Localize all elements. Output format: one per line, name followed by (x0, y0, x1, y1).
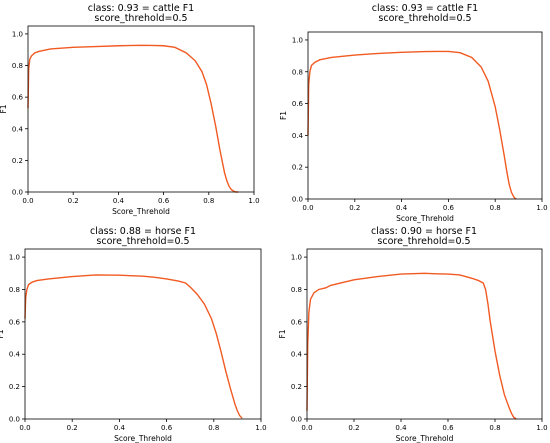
y-tick-label: 0.6 (291, 318, 303, 326)
x-tick-label: 1.0 (255, 424, 266, 432)
y-axis-label: F1 (0, 104, 8, 113)
subplot-bottom-right: class: 0.90 = horse F1 score_threhold=0.… (278, 226, 548, 443)
y-tick-label: 1.0 (9, 254, 20, 262)
x-axis-label: Score_Threhold (112, 207, 170, 216)
plot-frame (306, 248, 543, 420)
chart-subtitle: score_threhold=0.5 (378, 13, 471, 24)
x-tick-label: 0.8 (490, 204, 501, 212)
x-tick-label: 0.6 (158, 197, 170, 205)
x-axis-label: Score_Threhold (114, 434, 172, 443)
axis-ticks: 0.0 0.2 0.4 0.6 0.8 1.0 0.0 0.2 0.4 0.6 0.8 1.0 (9, 254, 267, 432)
axis-ticks: 0.0 0.2 0.4 0.6 0.8 1.0 0.0 0.2 0.4 0.6 0.8 1.0 (292, 36, 548, 212)
f1-curve (306, 272, 517, 420)
x-axis-label: Score_Threhold (396, 214, 454, 223)
x-tick-label: 0.2 (349, 204, 360, 212)
y-tick-label: 0.0 (9, 416, 20, 424)
chart-subtitle: score_threhold=0.5 (94, 13, 187, 24)
x-tick-label: 0.0 (22, 197, 33, 205)
y-tick-label: 0.2 (292, 164, 303, 172)
plot-frame (27, 25, 255, 193)
y-axis-label: F1 (0, 329, 5, 338)
x-axis-label: Score_Threhold (396, 434, 454, 443)
y-tick-label: 0.8 (291, 286, 302, 294)
y-tick-label: 0.2 (291, 383, 302, 391)
x-tick-label: 0.2 (67, 424, 78, 432)
subplot-bottom-left: class: 0.88 = horse F1 score_threhold=0.… (0, 226, 267, 443)
x-tick-label: 0.8 (208, 424, 219, 432)
y-tick-label: 0.8 (12, 62, 23, 70)
x-tick-label: 0.8 (203, 197, 214, 205)
x-tick-label: 1.0 (536, 424, 547, 432)
subplot-top-left: class: 0.93 = cattle F1 score_threhold=0… (0, 3, 260, 216)
f1-curve (27, 44, 239, 193)
y-tick-label: 0.6 (12, 94, 24, 102)
y-tick-label: 0.8 (292, 68, 303, 76)
y-axis-label: F1 (278, 329, 287, 338)
x-tick-label: 0.4 (395, 424, 407, 432)
plot-frame (307, 31, 543, 200)
x-tick-label: 0.6 (443, 204, 455, 212)
x-tick-label: 0.0 (302, 204, 313, 212)
y-tick-label: 0.0 (12, 189, 23, 197)
x-tick-label: 1.0 (536, 204, 547, 212)
chart-title-line1: class: 0.90 = horse F1 (371, 226, 477, 237)
y-tick-label: 0.6 (292, 100, 304, 108)
x-tick-label: 0.2 (348, 424, 359, 432)
x-tick-label: 0.0 (19, 424, 30, 432)
f1-curve (24, 274, 243, 419)
x-tick-label: 0.8 (489, 424, 500, 432)
y-tick-label: 1.0 (12, 30, 23, 38)
x-tick-label: 0.6 (161, 424, 173, 432)
x-tick-label: 0.4 (113, 197, 125, 205)
chart-title-line1: class: 0.93 = cattle F1 (88, 3, 194, 14)
y-tick-label: 0.4 (9, 351, 21, 359)
axis-ticks: 0.0 0.2 0.4 0.6 0.8 1.0 0.0 0.2 0.4 0.6 0.8 1.0 (291, 254, 548, 432)
y-tick-label: 0.2 (12, 157, 23, 165)
y-tick-label: 0.6 (9, 318, 21, 326)
axis-ticks: 0.0 0.2 0.4 0.6 0.8 1.0 0.0 0.2 0.4 0.6 0.8 1.0 (12, 30, 260, 205)
chart-title-line1: class: 0.93 = cattle F1 (372, 3, 478, 14)
x-tick-label: 0.4 (114, 424, 126, 432)
f1-curve (307, 50, 517, 200)
y-tick-label: 0.4 (292, 132, 304, 140)
y-tick-label: 1.0 (291, 254, 302, 262)
y-tick-label: 0.0 (291, 416, 302, 424)
plot-frame (24, 248, 262, 420)
y-tick-label: 0.8 (9, 286, 20, 294)
y-tick-label: 0.2 (9, 383, 20, 391)
x-tick-label: 0.2 (68, 197, 79, 205)
x-tick-label: 0.0 (301, 424, 312, 432)
chart-title-line1: class: 0.88 = horse F1 (90, 226, 196, 237)
chart-subtitle: score_threhold=0.5 (96, 236, 189, 247)
x-tick-label: 0.6 (442, 424, 454, 432)
chart-subtitle: score_threhold=0.5 (377, 236, 470, 247)
x-tick-label: 1.0 (248, 197, 259, 205)
y-tick-label: 0.0 (292, 196, 303, 204)
y-tick-label: 1.0 (292, 36, 303, 44)
y-tick-label: 0.4 (12, 125, 24, 133)
y-axis-label: F1 (279, 111, 288, 120)
y-tick-label: 0.4 (291, 351, 303, 359)
subplot-top-right: class: 0.93 = cattle F1 score_threhold=0… (279, 3, 548, 223)
x-tick-label: 0.4 (396, 204, 408, 212)
